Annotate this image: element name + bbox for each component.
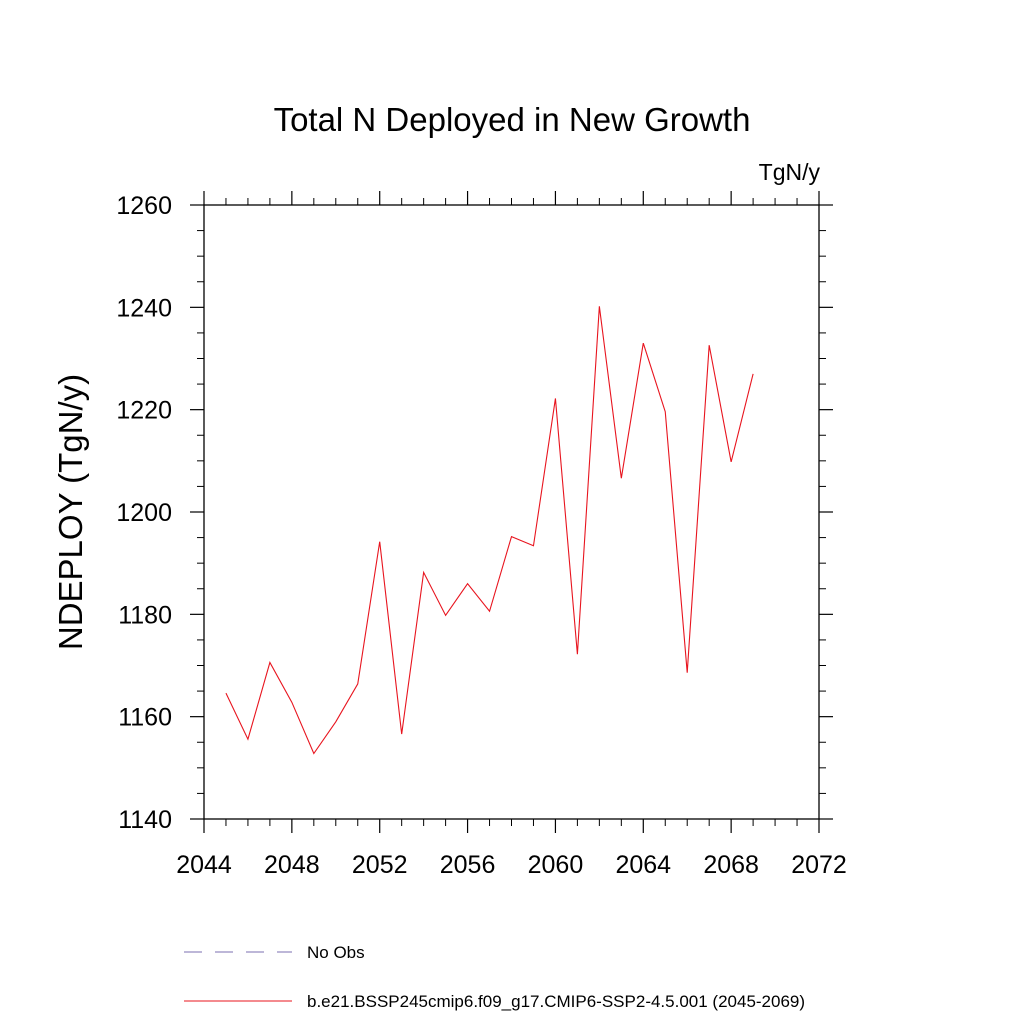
y-tick-label: 1140 <box>118 806 172 834</box>
x-tick-label: 2064 <box>615 851 671 879</box>
x-tick-label: 2048 <box>264 851 320 879</box>
x-tick-label: 2068 <box>703 851 759 879</box>
axis-tick-labels: 2044 2048 2052 2056 2060 2064 2068 2072 1140 1160… <box>116 192 846 879</box>
y-tick-label: 1180 <box>118 601 172 629</box>
y-tick-label: 1160 <box>118 704 172 732</box>
legend-label: No Obs <box>307 943 365 962</box>
plot-frame <box>203 204 820 820</box>
x-tick-label: 2044 <box>176 851 232 879</box>
units-label: TgN/y <box>759 159 821 185</box>
chart-title: Total N Deployed in New Growth <box>274 101 751 138</box>
legend-label: b.e21.BSSP245cmip6.f09_g17.CMIP6-SSP2-4.… <box>307 992 805 1011</box>
x-tick-label: 2072 <box>791 851 847 879</box>
series-group <box>225 306 754 755</box>
y-tick-label: 1240 <box>116 294 172 322</box>
axis-ticks <box>190 191 833 833</box>
y-tick-label: 1200 <box>116 499 172 527</box>
x-tick-label: 2056 <box>440 851 496 879</box>
y-tick-label: 1220 <box>116 397 172 425</box>
x-tick-label: 2052 <box>352 851 408 879</box>
y-axis-label: NDEPLOY (TgN/y) <box>52 374 89 650</box>
x-tick-label: 2060 <box>528 851 584 879</box>
series-line <box>225 306 754 755</box>
y-tick-label: 1260 <box>116 192 172 220</box>
legend: No Obs b.e21.BSSP245cmip6.f09_g17.CMIP6-S… <box>184 943 805 1011</box>
